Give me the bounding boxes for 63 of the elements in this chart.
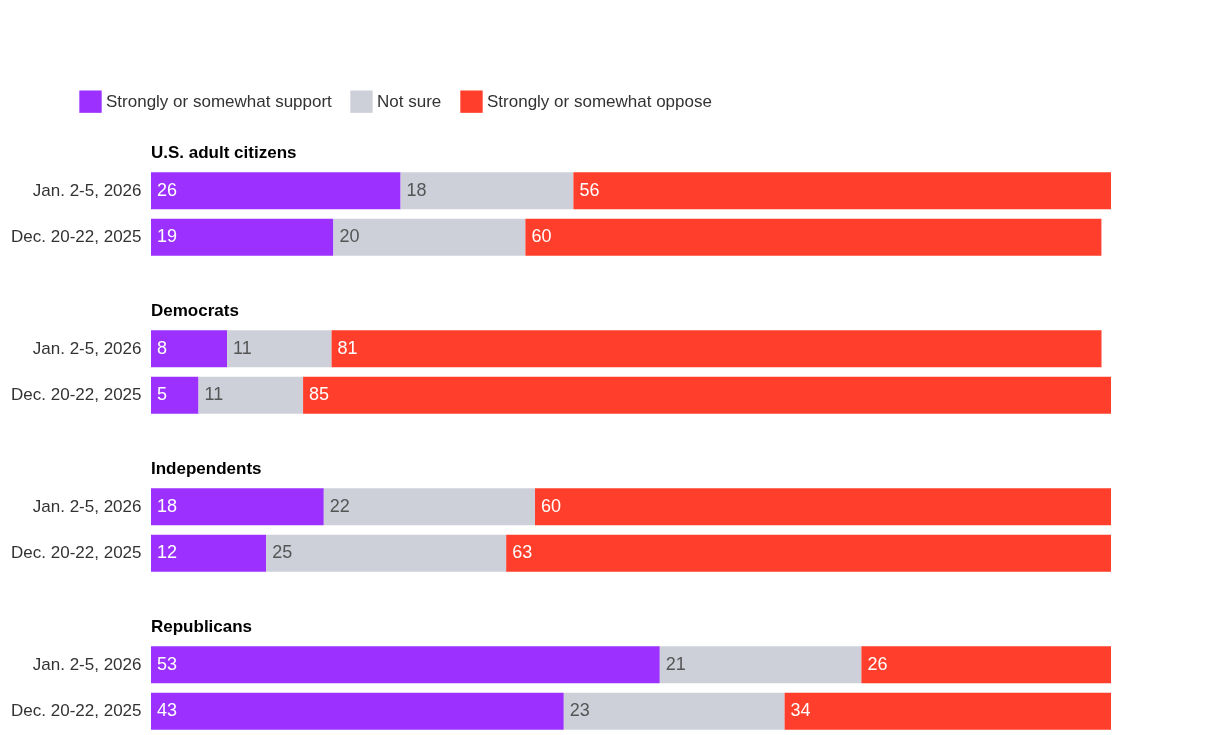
bar: [535, 488, 1111, 526]
bar: [525, 218, 1102, 256]
data-label: 20: [339, 226, 360, 247]
y-tick-label: Dec. 20-22, 2025: [11, 385, 142, 405]
bar: [506, 534, 1111, 572]
bar: [400, 172, 574, 210]
bar: [303, 376, 1111, 414]
bar: [151, 218, 334, 256]
data-label: 53: [157, 653, 178, 674]
chart-title: U.S. adult citizens: [151, 143, 297, 162]
data-label: 23: [569, 700, 590, 721]
bar: [151, 488, 324, 526]
data-label: 11: [204, 384, 224, 405]
bar: [323, 488, 535, 526]
data-label: 25: [272, 542, 293, 563]
data-label: 21: [665, 653, 686, 674]
bar: [151, 376, 199, 414]
data-label: 19: [157, 226, 178, 247]
bar: [659, 646, 862, 684]
bar: [151, 330, 228, 368]
legend-label: Strongly or somewhat support: [106, 91, 333, 111]
data-label: 18: [406, 179, 427, 200]
data-label: 11: [233, 337, 252, 358]
y-tick-label: Dec. 20-22, 2025: [11, 227, 142, 247]
y-tick-label: Jan. 2-5, 2026: [32, 180, 142, 200]
bar: [151, 172, 401, 210]
y-tick-label: Jan. 2-5, 2026: [32, 496, 142, 516]
y-tick-label: Jan. 2-5, 2026: [32, 338, 142, 358]
bar: [861, 646, 1111, 684]
y-tick-label: Dec. 20-22, 2025: [11, 701, 142, 721]
data-label: 26: [157, 179, 178, 200]
chart-title: Independents: [151, 459, 262, 478]
data-label: 81: [337, 337, 358, 358]
bar: [151, 646, 660, 684]
bar: [333, 218, 526, 256]
data-label: 22: [329, 495, 350, 516]
bar: [573, 172, 1111, 210]
y-tick-label: Dec. 20-22, 2025: [11, 543, 142, 563]
bar: [266, 534, 507, 572]
bar: [784, 692, 1111, 730]
data-label: 56: [579, 179, 600, 200]
bar: [331, 330, 1102, 368]
data-label: 26: [867, 653, 888, 674]
chart-title: Democrats: [151, 301, 239, 320]
data-label: 18: [157, 495, 178, 516]
data-label: 60: [541, 495, 562, 516]
y-tick-label: Jan. 2-5, 2026: [32, 654, 142, 674]
legend-label: Strongly or somewhat oppose: [487, 91, 712, 111]
bar: [198, 376, 304, 414]
data-label: 85: [309, 384, 330, 405]
data-label: 8: [157, 337, 168, 358]
bar: [151, 692, 564, 730]
bar: [151, 534, 267, 572]
data-label: 5: [157, 384, 168, 405]
data-label: 34: [790, 700, 811, 721]
chart-title: Republicans: [151, 617, 253, 636]
data-label: 63: [512, 542, 533, 563]
data-label: 43: [157, 700, 178, 721]
bar: [227, 330, 332, 368]
data-label: 60: [531, 226, 552, 247]
legend-label: Not sure: [377, 91, 442, 111]
bar: [563, 692, 785, 730]
data-label: 12: [157, 542, 178, 563]
